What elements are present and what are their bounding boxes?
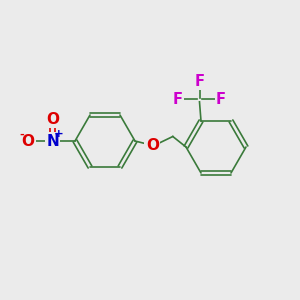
- Text: F: F: [194, 74, 205, 89]
- Text: O: O: [146, 138, 159, 153]
- Text: O: O: [21, 134, 34, 148]
- Text: N: N: [46, 134, 59, 148]
- Text: +: +: [54, 129, 64, 140]
- Text: -: -: [19, 129, 24, 140]
- Text: O: O: [46, 112, 59, 127]
- Text: F: F: [216, 92, 226, 107]
- Text: F: F: [173, 92, 183, 107]
